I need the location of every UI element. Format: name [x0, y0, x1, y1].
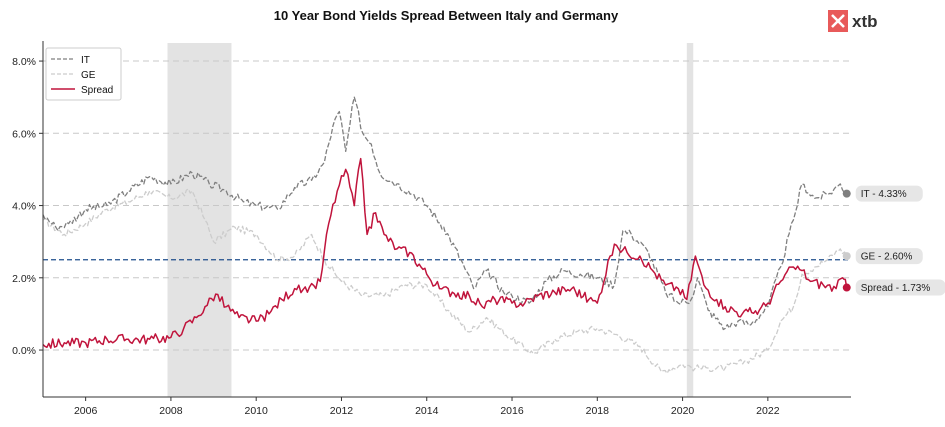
- axes: [42, 41, 851, 398]
- end-marker-it: [842, 189, 851, 198]
- series-line-it: [42, 96, 847, 331]
- shaded-period-1: [686, 43, 694, 397]
- x-tick-label-2018: 2018: [586, 405, 610, 417]
- end-marker-spread: [842, 283, 851, 292]
- legend-label-it: IT: [81, 55, 90, 66]
- x-tick-label-2014: 2014: [415, 405, 439, 417]
- end-label-ge: GE - 2.60%: [861, 252, 913, 263]
- y-tick-label-1: 2.0%: [12, 273, 36, 285]
- legend: IT GE Spread: [45, 47, 122, 101]
- end-label-spread: Spread - 1.73%: [861, 283, 931, 294]
- y-tick-label-2: 4.0%: [12, 201, 36, 213]
- chart-title: 10 Year Bond Yields Spread Between Italy…: [274, 8, 619, 23]
- grid-lines: [43, 60, 851, 351]
- y-tick-label-0: 0.0%: [12, 345, 36, 357]
- x-tick-label-2020: 2020: [671, 405, 695, 417]
- y-tick-label-3: 6.0%: [12, 128, 36, 140]
- x-tick-label-2016: 2016: [500, 405, 524, 417]
- x-tick-label-2006: 2006: [74, 405, 98, 417]
- series-line-ge: [42, 188, 848, 374]
- end-label-bg-ge: [855, 248, 923, 265]
- shaded-periods: [167, 43, 694, 397]
- legend-label-spread: Spread: [81, 85, 113, 96]
- legend-label-ge: GE: [81, 70, 96, 81]
- x-tick-label-2010: 2010: [245, 405, 269, 417]
- x-tick-label-2012: 2012: [330, 405, 354, 417]
- x-axis-ticks: 2006 2008 2010 2012 2014 2016 2018 2020 2022: [74, 397, 780, 417]
- legend-box: [45, 47, 122, 101]
- x-tick-label-2008: 2008: [159, 405, 183, 417]
- logo-x-icon: [831, 14, 845, 28]
- logo: xtb: [828, 10, 878, 32]
- shaded-period-0: [167, 43, 232, 397]
- x-tick-label-2022: 2022: [756, 405, 780, 417]
- end-labels: IT - 4.33% GE - 2.60% Spread - 1.73%: [842, 185, 945, 296]
- series-line-spread: [42, 157, 848, 349]
- series-lines: [42, 96, 848, 374]
- y-axis-ticks: 0.0% 2.0% 4.0% 6.0% 8.0%: [12, 56, 43, 357]
- end-label-it: IT - 4.33%: [861, 189, 907, 200]
- end-label-bg-it: [855, 185, 923, 202]
- y-tick-label-4: 8.0%: [12, 56, 36, 68]
- logo-text: xtb: [852, 12, 878, 31]
- end-label-bg-spread: [855, 279, 945, 296]
- end-marker-ge: [842, 252, 851, 261]
